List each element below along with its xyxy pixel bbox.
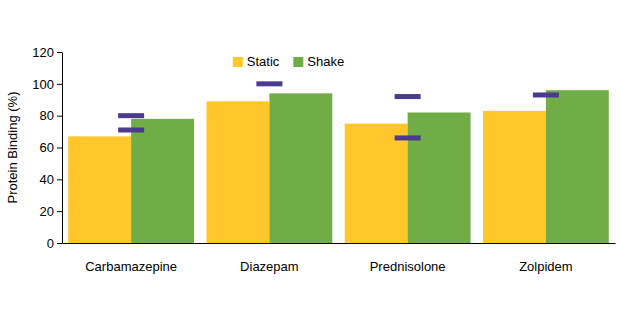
y-tick: 100 — [32, 76, 62, 91]
x-axis: Carbamazepine Diazepam Prednisolone Zolpide… — [63, 244, 616, 274]
x-tick: Prednisolone — [370, 259, 446, 274]
marker — [533, 92, 559, 97]
y-tick: 80 — [40, 108, 62, 123]
legend-item: Static — [233, 54, 280, 69]
y-tick-label: 60 — [40, 140, 54, 155]
legend-label: Static — [247, 54, 280, 69]
bar-series — [131, 90, 609, 243]
y-tick-mark — [57, 179, 62, 180]
y-tick-mark — [57, 243, 62, 244]
y-tick: 20 — [40, 204, 62, 219]
x-tick: Diazepam — [240, 259, 299, 274]
x-tick-label: Zolpidem — [519, 259, 572, 274]
x-tick: Zolpidem — [519, 259, 572, 274]
legend-swatch — [293, 57, 303, 67]
y-tick-label: 20 — [40, 204, 54, 219]
marker-series — [118, 127, 421, 140]
legend: Static Shake — [233, 54, 344, 69]
plot: 0 20 40 60 80 100 120 Carbamazepine Diazepam Pred… — [32, 45, 615, 274]
y-tick-label: 120 — [32, 45, 54, 60]
y-axis-line — [62, 53, 63, 244]
y-tick-mark — [57, 211, 62, 212]
marker — [256, 81, 282, 86]
legend-label: Shake — [307, 54, 344, 69]
y-tick-label: 100 — [32, 76, 54, 91]
marker — [395, 94, 421, 99]
marker — [395, 135, 421, 140]
y-tick: 120 — [32, 45, 62, 60]
bar — [206, 101, 269, 243]
bar — [546, 90, 609, 243]
y-tick: 0 — [47, 236, 62, 251]
y-axis: 0 20 40 60 80 100 120 — [32, 45, 62, 251]
chart: 0 20 40 60 80 100 120 Carbamazepine Diazepam Pred… — [0, 0, 620, 320]
y-tick-mark — [57, 148, 62, 149]
bar — [408, 112, 471, 243]
y-tick: 40 — [40, 172, 62, 187]
y-axis-title: Protein Binding (%) — [5, 92, 20, 204]
y-tick-mark — [57, 116, 62, 117]
y-tick: 60 — [40, 140, 62, 155]
legend-swatch — [233, 57, 243, 67]
x-tick-label: Prednisolone — [370, 259, 446, 274]
y-tick-label: 80 — [40, 108, 54, 123]
bar — [68, 136, 131, 243]
x-axis-line — [63, 243, 616, 244]
bar — [131, 119, 194, 243]
x-tick-label: Diazepam — [240, 259, 299, 274]
marker-series — [118, 81, 559, 118]
legend-item: Shake — [293, 54, 344, 69]
bar — [483, 111, 546, 243]
marker — [118, 113, 144, 118]
y-tick-mark — [57, 52, 62, 53]
y-tick-mark — [57, 84, 62, 85]
marks — [68, 81, 609, 243]
bar — [269, 93, 332, 243]
marker — [118, 127, 144, 132]
y-tick-label: 0 — [47, 236, 54, 251]
bar — [345, 124, 408, 243]
x-tick: Carbamazepine — [85, 259, 177, 274]
x-tick-label: Carbamazepine — [85, 259, 177, 274]
y-tick-label: 40 — [40, 172, 54, 187]
